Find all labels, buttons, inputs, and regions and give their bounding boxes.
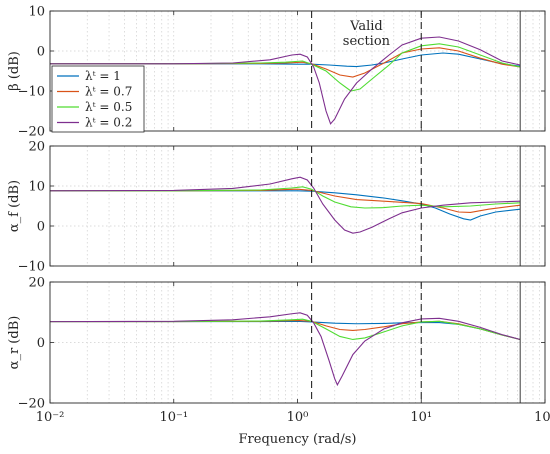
y-tick-label: 0 [37, 336, 45, 351]
legend-entry-3: λᵗ = 0.5 [85, 100, 132, 114]
y-axis-label: α_r (dB) [7, 316, 22, 370]
series-line-4 [50, 36, 521, 125]
series-line-1 [50, 190, 521, 221]
series-group [50, 36, 521, 125]
legend-entry-4: λᵗ = 0.2 [85, 116, 132, 130]
x-axis-label: Frequency (rad/s) [239, 432, 357, 447]
y-tick-label: −20 [18, 397, 45, 412]
series-line-3 [50, 318, 521, 341]
x-tick-label: 10⁻² [36, 410, 65, 425]
valid-section-annotation: Valid section [343, 19, 391, 49]
x-grid [86, 11, 540, 131]
legend-box [51, 65, 145, 133]
y-tick-label: −20 [18, 125, 45, 140]
series-line-4 [50, 176, 521, 234]
series-line-3 [50, 43, 521, 92]
panel-1: 10 0 −10 −20 β (dB) Valid section λᵗ = 1 λᵗ = 0.… [7, 5, 546, 140]
y-tick-label: 10 [28, 5, 45, 20]
series-line-1 [50, 320, 521, 341]
legend-entry-2: λᵗ = 0.7 [85, 85, 132, 99]
x-tick-label: 10⁰ [287, 410, 309, 425]
y-tick-label: 10 [28, 180, 45, 195]
y-tick-label: 0 [37, 220, 45, 235]
x-tick-label: 10² [534, 410, 550, 425]
series-group [50, 312, 521, 387]
y-axis-label: α_f (dB) [7, 180, 22, 232]
y-tick-label: 0 [37, 45, 45, 60]
y-axis-label: β (dB) [7, 51, 22, 91]
series-line-2 [50, 47, 521, 78]
legend-entry-1: λᵗ = 1 [85, 69, 121, 83]
x-grid [86, 282, 540, 403]
x-tick-label: 10¹ [410, 410, 432, 425]
series-line-3 [50, 186, 521, 209]
series-line-1 [50, 52, 521, 68]
series-group [50, 176, 521, 234]
panel-2: 20 10 0 −10 α_f (dB) [7, 140, 546, 275]
panel-3: 20 0 −20 α_r (dB) 10⁻² 10⁻¹ 10⁰ 10¹ 10² Frequency… [7, 276, 550, 448]
y-tick-label: −10 [18, 260, 45, 275]
y-tick-label: −10 [18, 85, 45, 100]
series-line-2 [50, 188, 521, 213]
x-tick-label: 10⁻¹ [159, 410, 188, 425]
series-line-4 [50, 312, 521, 387]
y-tick-label: 20 [28, 140, 45, 155]
legend: λᵗ = 1 λᵗ = 0.7λᵗ = 0.5 λᵗ = 0.2 [51, 65, 145, 133]
y-tick-label: 20 [28, 276, 45, 291]
